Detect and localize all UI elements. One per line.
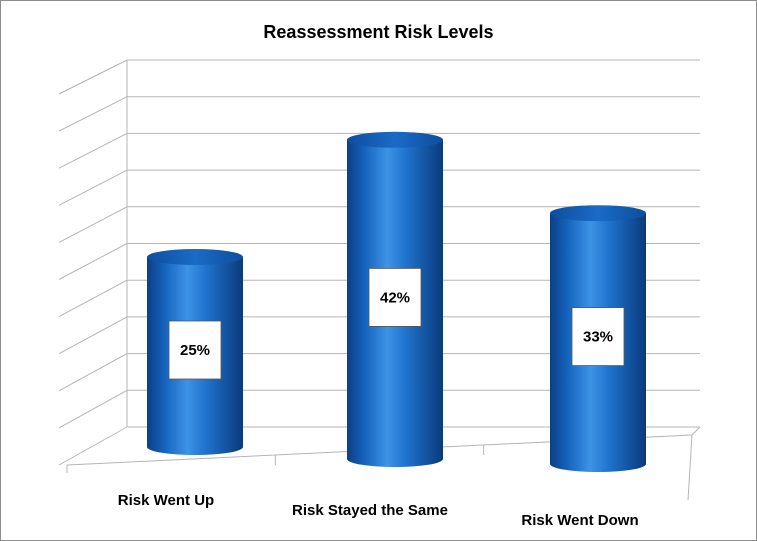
category-label: Risk Went Up	[118, 492, 214, 509]
floor-right-edge	[691, 426, 701, 436]
bars: 25% 42% 33%	[147, 131, 646, 472]
data-label: 42%	[380, 289, 410, 306]
data-label: 25%	[180, 342, 210, 359]
bar-top	[347, 131, 443, 148]
bar-2: 42%	[347, 131, 443, 468]
data-label-box	[571, 307, 625, 367]
bar-1: 25%	[147, 249, 243, 455]
side-gridline	[58, 59, 128, 95]
side-gridline	[58, 426, 128, 466]
category-label: Risk Stayed the Same	[292, 502, 448, 519]
side-gridline	[58, 389, 128, 429]
side-gridline	[58, 206, 128, 243]
side-gridline	[58, 353, 128, 392]
side-gridline	[58, 132, 128, 169]
side-gridline	[58, 169, 128, 206]
category-labels: Risk Went Up Risk Stayed the Same Risk Wen…	[118, 492, 639, 529]
bar-3: 33%	[550, 205, 646, 472]
chart-title: Reassessment Risk Levels	[263, 22, 494, 42]
side-gridline	[58, 243, 128, 280]
data-label-box	[168, 320, 222, 380]
bar-top	[147, 249, 243, 265]
data-label: 33%	[583, 329, 613, 346]
floor-right-drop	[687, 434, 693, 501]
side-gridline	[58, 96, 128, 132]
bar-top	[550, 205, 646, 222]
data-label-box	[368, 267, 422, 327]
side-gridline	[58, 279, 128, 318]
category-label: Risk Went Down	[521, 512, 638, 529]
side-gridline	[58, 316, 128, 355]
